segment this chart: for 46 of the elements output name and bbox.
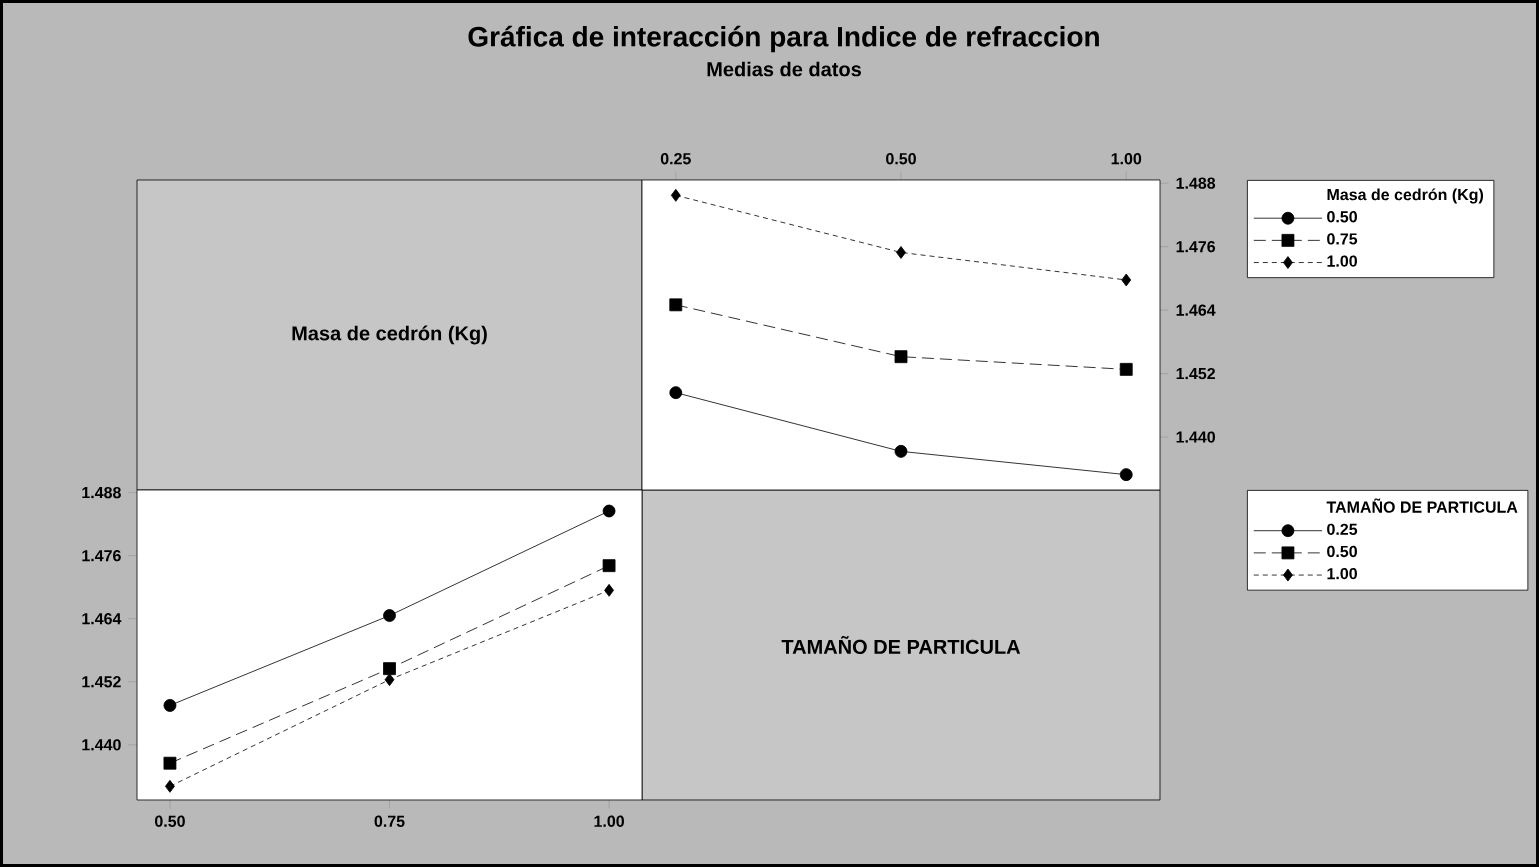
y-tick-label: 1.464 <box>82 613 122 625</box>
point <box>602 504 616 518</box>
point <box>165 779 175 793</box>
point <box>894 444 908 458</box>
legend-label: 0.25 <box>1327 523 1358 535</box>
x-tick-label: 0.75 <box>374 815 405 827</box>
y-tick-label: 1.464 <box>1176 304 1216 316</box>
point <box>163 699 177 712</box>
point <box>894 350 908 364</box>
point <box>896 246 906 259</box>
x-tick-label: 1.00 <box>1111 153 1142 165</box>
point <box>1119 362 1133 376</box>
y-tick-label: 1.488 <box>82 486 121 499</box>
legend-label: 1.00 <box>1327 567 1357 580</box>
y-tick-label: 1.440 <box>1176 431 1215 443</box>
legend-label: 0.50 <box>1327 545 1357 558</box>
legend-label: 0.75 <box>1327 233 1358 245</box>
y-tick-label: 1.440 <box>82 739 121 751</box>
y-tick-label: 1.452 <box>1176 367 1215 380</box>
point <box>1121 273 1132 287</box>
point <box>602 559 616 573</box>
point <box>1119 468 1133 482</box>
text: TAMAÑO DE PARTICULA <box>781 635 1021 654</box>
x-tick-label: 0.50 <box>886 153 916 165</box>
point <box>670 188 681 202</box>
text: Masa de cedrón (Kg) <box>292 325 487 345</box>
point <box>604 583 614 597</box>
y-tick-label: 1.488 <box>1176 177 1216 189</box>
point <box>669 298 683 312</box>
legend-label: 1.00 <box>1327 255 1357 267</box>
text: Medias de datos <box>707 61 861 77</box>
x-tick-label: 1.00 <box>594 815 624 827</box>
y-tick-label: 1.452 <box>82 676 121 688</box>
legend-title: TAMAÑO DE PARTICULA <box>1326 498 1518 513</box>
point <box>384 673 395 687</box>
legend-title: Masa de cedrón (Kg) <box>1327 188 1484 204</box>
x-tick-label: 0.50 <box>155 815 185 827</box>
x-tick-label: 0.25 <box>660 153 691 165</box>
point <box>383 609 396 622</box>
legend-label: 0.50 <box>1327 211 1357 223</box>
y-tick-label: 1.476 <box>82 550 121 562</box>
point <box>383 662 396 676</box>
point <box>669 386 683 400</box>
text: Gráfica de interacción para Indice de refraccion <box>468 25 1099 53</box>
point <box>163 756 177 770</box>
y-tick-label: 1.476 <box>1176 240 1216 253</box>
